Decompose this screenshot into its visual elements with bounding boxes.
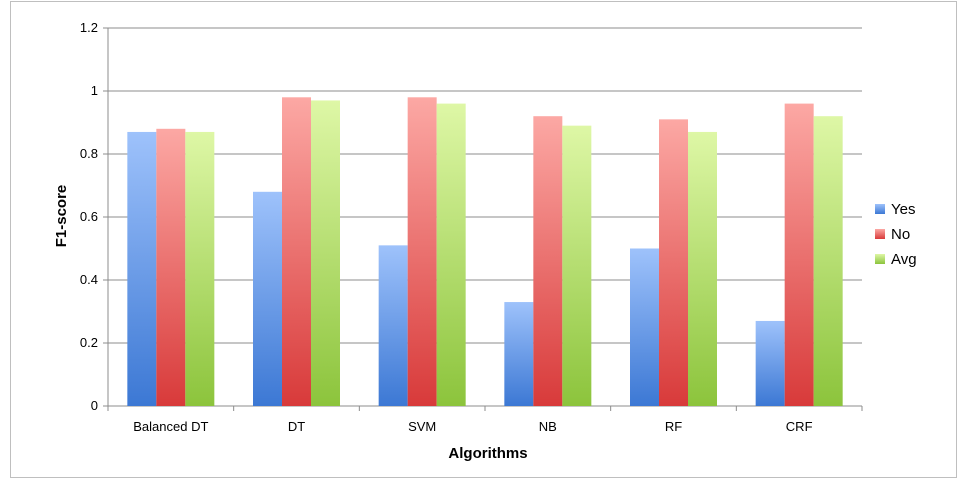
bar-yes-dt	[253, 191, 282, 406]
bar-avg-svm	[436, 103, 466, 406]
x-category-label: RF	[665, 419, 682, 434]
y-tick-label: 0.8	[80, 146, 98, 161]
y-tick-label: 0.6	[80, 209, 98, 224]
bar-yes-svm	[378, 245, 408, 406]
bar-avg-nb	[562, 125, 592, 407]
bar-avg-dt	[311, 100, 340, 406]
x-category-label: DT	[288, 419, 305, 434]
x-category-labels: Balanced DT DT SVM NB RF CRF	[133, 419, 812, 434]
y-tick-label: 0.2	[80, 335, 98, 350]
bar-no-crf	[784, 103, 814, 406]
legend-label-yes: Yes	[891, 201, 915, 218]
y-tick-label: 1.2	[80, 20, 98, 35]
bar-avg-crf	[813, 116, 843, 406]
x-category-label: CRF	[786, 419, 813, 434]
bars	[127, 97, 843, 407]
x-category-label: Balanced DT	[133, 419, 208, 434]
legend-label-avg: Avg	[891, 251, 917, 268]
y-tick-label: 1	[91, 83, 98, 98]
bar-yes-balanced-dt	[127, 131, 157, 406]
bar-no-dt	[282, 97, 311, 407]
axes	[103, 27, 863, 411]
y-tick-labels: 0 0.2 0.4 0.6 0.8 1 1.2	[80, 20, 98, 413]
legend-swatch-avg	[875, 254, 885, 264]
y-tick-label: 0.4	[80, 272, 98, 287]
legend: Yes No Avg	[875, 201, 917, 268]
bar-avg-rf	[688, 131, 717, 406]
legend-label-no: No	[891, 226, 910, 243]
x-axis-title: Algorithms	[448, 445, 527, 462]
x-category-label: NB	[539, 419, 557, 434]
bar-yes-rf	[630, 248, 659, 406]
bar-no-nb	[533, 116, 563, 406]
bar-yes-crf	[755, 320, 785, 406]
x-category-label: SVM	[408, 419, 436, 434]
gridlines	[108, 27, 862, 344]
bar-no-rf	[659, 119, 688, 406]
legend-swatch-yes	[875, 204, 885, 214]
bar-no-svm	[407, 97, 437, 407]
bar-yes-nb	[504, 302, 534, 406]
bar-no-balanced-dt	[156, 128, 186, 407]
bar-avg-balanced-dt	[185, 131, 215, 406]
legend-swatch-no	[875, 229, 885, 239]
y-tick-label: 0	[91, 398, 98, 413]
y-axis-title: F1-score	[53, 185, 70, 248]
